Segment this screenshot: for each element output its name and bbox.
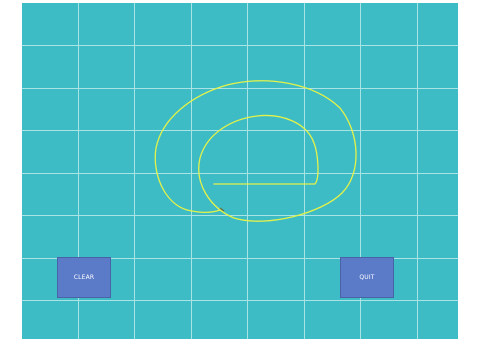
grid-line-horizontal: [22, 258, 458, 259]
grid-line-vertical: [191, 3, 192, 339]
quit-button-label: QUIT: [359, 274, 375, 281]
clear-button[interactable]: CLEAR: [57, 257, 111, 298]
grid-line-vertical: [360, 3, 361, 339]
stroke-end-tick: [219, 207, 225, 212]
clear-button-label: CLEAR: [73, 274, 95, 281]
grid-line-horizontal: [22, 300, 458, 301]
grid-line-vertical: [304, 3, 305, 339]
grid-line-vertical: [247, 3, 248, 339]
grid-line-vertical: [134, 3, 135, 339]
drawing-layer: [154, 80, 357, 222]
grid-line-horizontal: [22, 130, 458, 131]
freehand-stroke: [154, 80, 357, 222]
grid-line-horizontal: [22, 215, 458, 216]
grid-line-vertical: [78, 3, 79, 339]
grid-line-horizontal: [22, 88, 458, 89]
quit-button[interactable]: QUIT: [340, 257, 394, 298]
grid-line-horizontal: [22, 45, 458, 46]
grid-line-vertical: [417, 3, 418, 339]
grid-line-horizontal: [22, 173, 458, 174]
